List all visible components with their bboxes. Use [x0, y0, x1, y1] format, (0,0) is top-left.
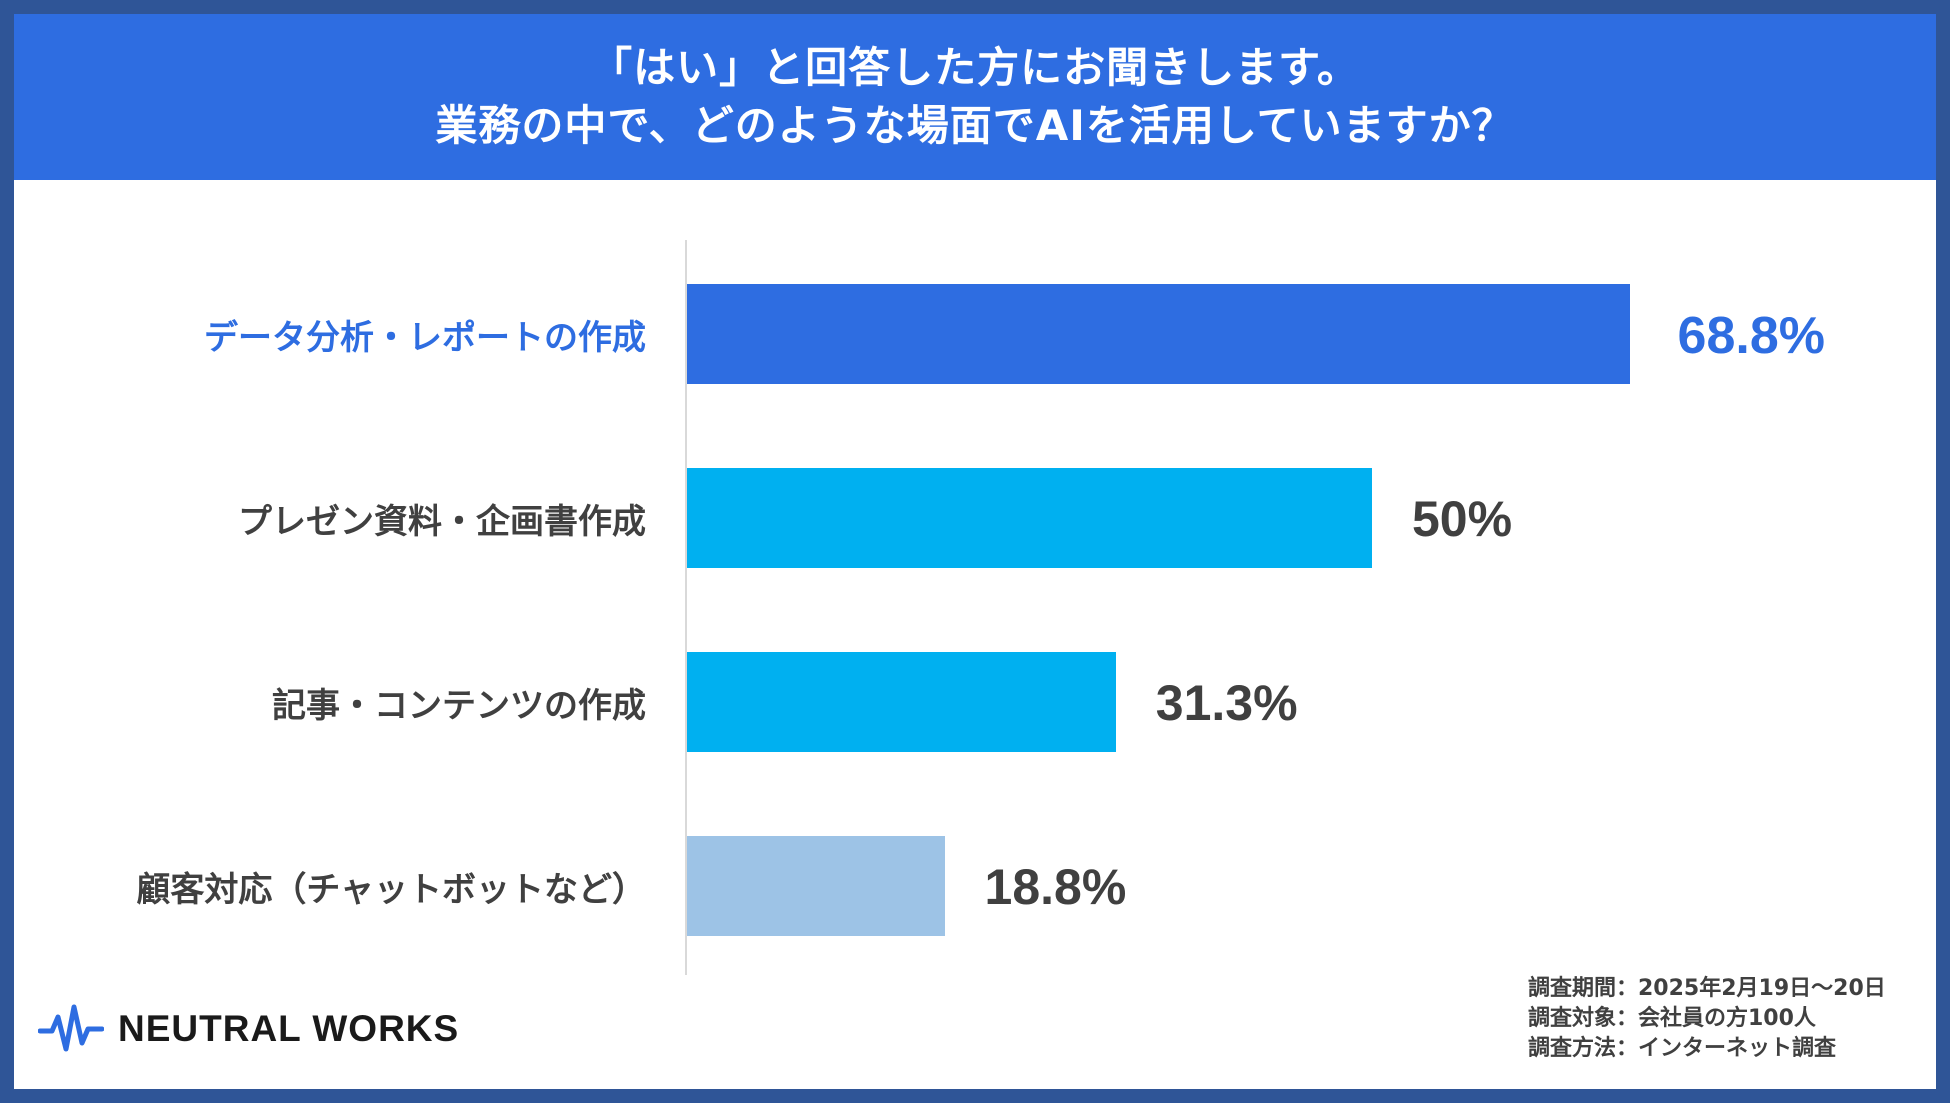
category-axis-line — [685, 240, 687, 975]
value-label: 50% — [1412, 491, 1513, 547]
category-label: 記事・コンテンツの作成 — [272, 686, 646, 726]
value-label: 68.8% — [1677, 307, 1825, 365]
bar — [687, 468, 1372, 568]
bar — [687, 284, 1630, 384]
brand-logo: NEUTRAL WORKS — [38, 999, 459, 1059]
slide: 「はい」と回答した方にお聞きします。 業務の中で、どのような場面でAIを活用して… — [14, 14, 1936, 1089]
brand-name: NEUTRAL WORKS — [118, 1008, 460, 1049]
category-label: プレゼン資料・企画書作成 — [238, 502, 646, 542]
survey-notes: 調査期間：2025年2月19日～20日 調査対象：会社員の方100人 調査方法：… — [1528, 974, 1886, 1064]
pulse-wave-icon — [38, 1004, 104, 1052]
header-banner: 「はい」と回答した方にお聞きします。 業務の中で、どのような場面でAIを活用して… — [14, 14, 1936, 180]
question-line-1: 「はい」と回答した方にお聞きします。 — [590, 43, 1360, 92]
bar-chart: データ分析・レポートの作成 68.8% プレゼン資料・企画書作成 50% 記事・コンテン… — [14, 180, 1936, 980]
question-line-2: 業務の中で、どのような場面でAIを活用していますか？ — [435, 101, 1515, 150]
value-label: 31.3% — [1155, 675, 1298, 731]
survey-target: 調査対象：会社員の方100人 — [1528, 1006, 1816, 1031]
category-label: 顧客対応（チャットボットなど） — [136, 870, 646, 910]
bar — [687, 836, 945, 936]
bar — [687, 652, 1116, 752]
value-label: 18.8% — [984, 859, 1127, 915]
survey-period: 調査期間：2025年2月19日～20日 — [1528, 976, 1886, 1001]
category-label: データ分析・レポートの作成 — [204, 318, 646, 358]
survey-method: 調査方法：インターネット調査 — [1528, 1036, 1837, 1061]
